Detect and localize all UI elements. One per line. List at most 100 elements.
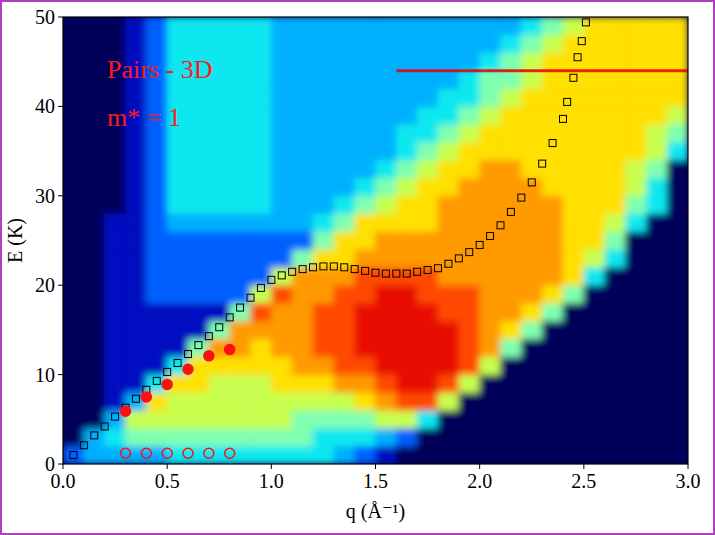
heat-cell: [375, 374, 396, 392]
heat-cell: [229, 356, 250, 374]
heat-cell: [396, 35, 417, 53]
heat-cell: [271, 88, 292, 106]
heat-cell: [500, 339, 521, 357]
heat-cell: [250, 356, 271, 374]
heat-cell: [521, 392, 542, 410]
heat-cell: [167, 392, 188, 410]
chart: 0.00.51.01.52.02.53.001020304050q (Å⁻¹)E…: [0, 0, 715, 535]
heat-cell: [104, 178, 125, 196]
heat-cell: [188, 231, 209, 249]
heat-cell: [209, 213, 230, 231]
heat-cell: [625, 428, 646, 446]
heat-cell: [604, 339, 625, 357]
heat-cell: [104, 196, 125, 214]
heat-cell: [209, 285, 230, 303]
heat-cell: [479, 35, 500, 53]
heat-cell: [584, 303, 605, 321]
heat-cell: [396, 410, 417, 428]
heat-cell: [63, 196, 84, 214]
heat-cell: [584, 213, 605, 231]
heat-cell: [84, 160, 105, 178]
square-marker: [205, 333, 212, 340]
heat-cell: [667, 231, 688, 249]
heat-cell: [542, 52, 563, 70]
circle-marker: [204, 351, 214, 361]
heat-cell: [417, 160, 438, 178]
heat-cell: [250, 339, 271, 357]
heat-cell: [667, 339, 688, 357]
heat-cell: [479, 267, 500, 285]
heat-cell: [63, 142, 84, 160]
heat-cell: [84, 267, 105, 285]
heat-cell: [646, 428, 667, 446]
x-tick: [271, 464, 272, 469]
heat-cell: [167, 267, 188, 285]
circle-marker: [162, 448, 172, 458]
heat-cell: [667, 35, 688, 53]
square-marker: [70, 452, 77, 459]
heat-cell: [479, 285, 500, 303]
heat-cell: [63, 35, 84, 53]
heat-cell: [292, 35, 313, 53]
square-marker: [268, 276, 275, 283]
heat-cell: [459, 213, 480, 231]
heat-cell: [667, 160, 688, 178]
heat-cell: [584, 446, 605, 464]
heat-cell: [646, 446, 667, 464]
heat-cell: [667, 52, 688, 70]
heat-cell: [521, 410, 542, 428]
heat-cell: [375, 88, 396, 106]
heat-cell: [542, 428, 563, 446]
heat-cell: [292, 410, 313, 428]
heat-cell: [459, 231, 480, 249]
heat-cell: [479, 52, 500, 70]
heat-cell: [667, 124, 688, 142]
heat-cell: [84, 17, 105, 35]
heat-cell: [396, 124, 417, 142]
heat-cell: [313, 35, 334, 53]
heat-cell: [604, 106, 625, 124]
heat-cell: [625, 446, 646, 464]
heat-cell: [313, 374, 334, 392]
heat-cell: [375, 410, 396, 428]
heat-cell: [146, 35, 167, 53]
series-2: [121, 448, 235, 458]
heat-cell: [125, 374, 146, 392]
heat-cell: [521, 142, 542, 160]
square-marker: [101, 423, 108, 430]
heat-cell: [334, 410, 355, 428]
heat-cell: [271, 428, 292, 446]
heat-cell: [396, 17, 417, 35]
heat-cell: [125, 17, 146, 35]
heat-cell: [229, 249, 250, 267]
heat-cell: [479, 446, 500, 464]
heat-cell: [146, 410, 167, 428]
heat-cell: [542, 303, 563, 321]
heat-cell: [292, 142, 313, 160]
heat-cell: [396, 321, 417, 339]
heat-cell: [604, 428, 625, 446]
heat-cell: [354, 178, 375, 196]
heat-cell: [63, 231, 84, 249]
heat-cell: [229, 106, 250, 124]
heat-cell: [229, 213, 250, 231]
heat-cell: [521, 303, 542, 321]
heat-cell: [84, 428, 105, 446]
heat-cell: [625, 231, 646, 249]
heat-cell: [250, 35, 271, 53]
circle-marker: [183, 448, 193, 458]
heat-cell: [167, 249, 188, 267]
heat-cell: [604, 124, 625, 142]
heat-cell: [438, 267, 459, 285]
heat-cell: [146, 428, 167, 446]
heat-cell: [459, 142, 480, 160]
heat-cell: [584, 428, 605, 446]
heat-cell: [646, 339, 667, 357]
heat-cell: [625, 321, 646, 339]
heat-cell: [292, 213, 313, 231]
heat-cell: [375, 213, 396, 231]
heat-cell: [334, 88, 355, 106]
heat-cell: [167, 303, 188, 321]
heat-cell: [479, 70, 500, 88]
square-marker: [237, 304, 244, 311]
